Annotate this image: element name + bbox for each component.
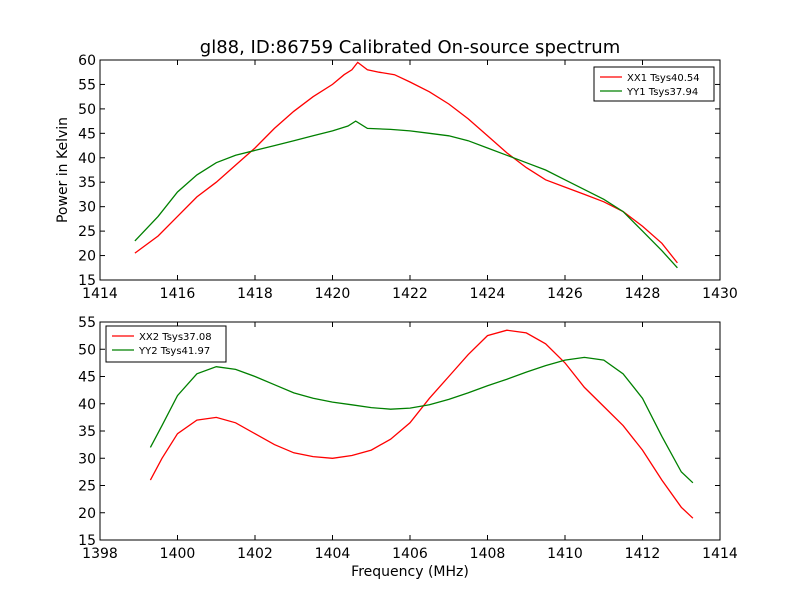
x-axis-label-bottom: Frequency (MHz)	[351, 564, 469, 580]
x-tick-label-0-0: 1414	[82, 286, 118, 302]
x-tick-label-0-4: 1422	[392, 286, 428, 302]
y-tick-label-1-2: 25	[78, 479, 96, 495]
legend-1: XX2 Tsys37.08 YY2 Tsys41.97	[105, 325, 227, 363]
legend-0: XX1 Tsys40.54 YY1 Tsys37.94	[593, 66, 715, 102]
y-tick-label-1-4: 35	[78, 424, 96, 440]
series-line-1-1	[149, 356, 694, 484]
x-tick-label-0-5: 1424	[470, 286, 506, 302]
x-tick-label-1-1: 1400	[160, 546, 196, 562]
y-tick-label-1-6: 45	[78, 370, 96, 386]
y-tick-label-0-1: 20	[78, 249, 96, 265]
series-line-0-0	[134, 61, 678, 264]
x-tick-label-1-4: 1406	[392, 546, 428, 562]
top-panel: 1414 1416 1418 1420 1422 1424 1426 1428 1430 15 20…	[78, 53, 738, 302]
y-tick-label-0-0: 15	[78, 273, 96, 289]
series-line-0-1	[134, 120, 678, 269]
x-tick-label-0-3: 1420	[315, 286, 351, 302]
chart-title: gl88, ID:86759 Calibrated On-source spec…	[200, 37, 620, 58]
x-tick-label-1-6: 1410	[547, 546, 583, 562]
x-tick-label-0-7: 1428	[625, 286, 661, 302]
y-tick-label-0-5: 40	[78, 151, 96, 167]
legend-label-0-1: YY1 Tsys37.94	[626, 87, 698, 98]
legend-label-1-0: XX2 Tsys37.08	[139, 332, 212, 343]
y-tick-label-1-3: 30	[78, 451, 96, 467]
legend-box-1	[105, 325, 227, 363]
legend-box-0	[593, 66, 715, 102]
series-line-1-0	[149, 329, 694, 519]
y-tick-label-1-1: 20	[78, 506, 96, 522]
y-tick-label-0-6: 45	[78, 126, 96, 142]
x-tick-label-0-1: 1416	[160, 286, 196, 302]
y-tick-label-1-0: 15	[78, 533, 96, 549]
y-tick-label-1-5: 40	[78, 397, 96, 413]
x-tick-label-1-8: 1414	[702, 546, 738, 562]
y-tick-label-1-8: 55	[78, 315, 96, 331]
x-tick-label-1-7: 1412	[625, 546, 661, 562]
x-tick-label-0-8: 1430	[702, 286, 738, 302]
x-tick-label-1-0: 1398	[82, 546, 118, 562]
x-tick-label-0-6: 1426	[547, 286, 583, 302]
y-axis-label-top: Power in Kelvin	[55, 117, 71, 223]
y-tick-label-1-7: 50	[78, 342, 96, 358]
x-tick-label-1-3: 1404	[315, 546, 351, 562]
legend-label-0-0: XX1 Tsys40.54	[627, 73, 700, 84]
bottom-panel: 1398 1400 1402 1404 1406 1408 1410 1412 1414 15 20…	[78, 315, 738, 562]
legend-label-1-1: YY2 Tsys41.97	[138, 346, 210, 357]
y-tick-label-0-4: 35	[78, 175, 96, 191]
y-tick-label-0-7: 50	[78, 102, 96, 118]
y-tick-label-0-2: 25	[78, 224, 96, 240]
y-tick-label-0-8: 55	[78, 77, 96, 93]
y-tick-label-0-9: 60	[78, 53, 96, 69]
y-tick-label-0-3: 30	[78, 200, 96, 216]
x-tick-label-0-2: 1418	[237, 286, 273, 302]
x-tick-label-1-5: 1408	[470, 546, 506, 562]
x-tick-label-1-2: 1402	[237, 546, 273, 562]
